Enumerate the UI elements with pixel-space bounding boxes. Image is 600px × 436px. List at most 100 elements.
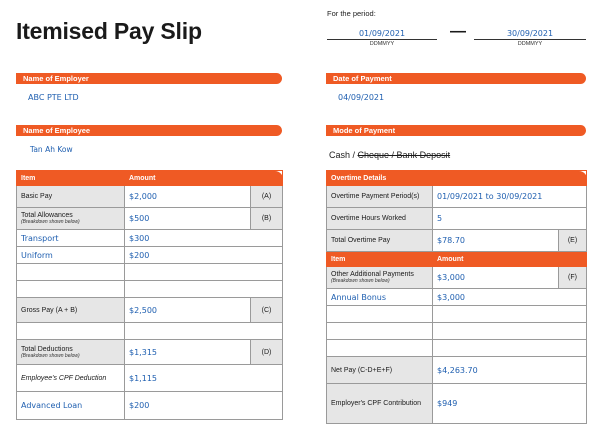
table-row: Overtime Hours Worked 5 — [326, 207, 588, 230]
right-header-amount: Amount — [431, 251, 588, 267]
left-header-item: Item — [16, 170, 125, 186]
table-row: Gross Pay (A + B) $2,500 (C) — [16, 297, 284, 323]
payment-mode-value: Cash / Cheque / Bank Deposit — [329, 150, 450, 160]
payment-mode-cash: Cash — [329, 150, 351, 160]
table-row — [16, 263, 284, 281]
table-row: Net Pay (C-D+E+F) $4,263.70 — [326, 356, 588, 384]
row-item: Net Pay (C-D+E+F) — [326, 356, 433, 384]
row-amount[interactable]: $200 — [123, 391, 284, 420]
row-code: (C) — [249, 297, 284, 323]
overtime-header: Overtime Details — [325, 170, 588, 186]
row-value[interactable]: 5 — [431, 207, 588, 230]
period-from-format: DDMMYY — [369, 41, 395, 47]
period-to[interactable]: 30/09/2021 — [506, 29, 554, 38]
table-row: Employer's CPF Contribution $949 — [326, 383, 588, 424]
table-row: Transport $300 — [16, 229, 284, 247]
row-item-sub: (Breakdown shown below) — [331, 278, 390, 284]
row-amount[interactable]: $3,000 — [431, 288, 588, 306]
table-row — [326, 322, 588, 340]
row-value[interactable]: $78.70 — [432, 229, 559, 252]
row-amount[interactable] — [431, 322, 588, 340]
right-header-item: Item — [326, 251, 433, 267]
employee-header: Name of Employee — [16, 125, 282, 136]
table-row: Advanced Loan $200 — [16, 391, 284, 420]
employer-value[interactable]: ABC PTE LTD — [28, 93, 79, 102]
table-row: Overtime Payment Period(s) 01/09/2021 to… — [326, 185, 588, 208]
period-to-line — [474, 39, 586, 40]
payment-mode-struck: Cheque / Bank Deposit — [357, 150, 451, 160]
payment-mode-header: Mode of Payment — [326, 125, 586, 136]
row-item-sub: (Breakdown shown below) — [21, 219, 80, 225]
table-row: Other Additional Payments (Breakdown show… — [326, 266, 588, 289]
table-row: Total Allowances (Breakdown shown below) … — [16, 207, 284, 230]
row-amount[interactable]: $3,000 — [432, 266, 559, 289]
table-row: Total Deductions (Breakdown shown below) … — [16, 339, 284, 365]
row-amount[interactable] — [431, 305, 588, 323]
row-amount[interactable] — [431, 339, 588, 357]
row-code: (B) — [249, 207, 284, 230]
row-item[interactable]: Uniform — [16, 246, 125, 264]
payment-date-value[interactable]: 04/09/2021 — [338, 93, 385, 102]
row-amount[interactable]: $1,115 — [123, 364, 284, 392]
row-amount[interactable] — [123, 263, 284, 281]
row-amount[interactable]: $300 — [123, 229, 284, 247]
left-pay-table: Item Amount Basic Pay $2,000 (A) Total A… — [16, 170, 284, 420]
row-code: (E) — [557, 229, 588, 252]
row-item-label: Other Additional Payments — [331, 271, 414, 278]
row-item: Overtime Hours Worked — [326, 207, 433, 230]
row-amount[interactable]: $949 — [431, 383, 588, 424]
row-item[interactable] — [326, 339, 433, 357]
period-from-line — [327, 39, 437, 40]
table-row: Basic Pay $2,000 (A) — [16, 185, 284, 208]
employer-header: Name of Employer — [16, 73, 282, 84]
table-row — [326, 305, 588, 323]
row-item[interactable]: Transport — [16, 229, 125, 247]
row-item: Employee's CPF Deduction — [16, 364, 125, 392]
row-item[interactable]: Annual Bonus — [326, 288, 433, 306]
table-row: Uniform $200 — [16, 246, 284, 264]
row-code: (D) — [249, 339, 284, 365]
row-code: (F) — [557, 266, 588, 289]
table-row: Total Overtime Pay $78.70 (E) — [326, 229, 588, 252]
employee-value[interactable]: Tan Ah Kow — [30, 145, 73, 154]
row-item-label: Total Deductions — [21, 345, 73, 353]
row-item-label: Total Allowances — [21, 212, 73, 219]
row-amount[interactable]: $1,315 — [124, 339, 251, 365]
row-code: (A) — [249, 185, 284, 208]
row-item[interactable] — [16, 280, 125, 298]
row-amount[interactable]: $4,263.70 — [431, 356, 588, 384]
period-from[interactable]: 01/09/2021 — [358, 29, 406, 38]
row-item: Other Additional Payments (Breakdown show… — [326, 266, 433, 289]
row-item-sub: (Breakdown shown below) — [21, 352, 80, 359]
row-item: Employer's CPF Contribution — [326, 383, 433, 424]
table-row: Employee's CPF Deduction $1,115 — [16, 364, 284, 392]
row-item: Total Allowances (Breakdown shown below) — [16, 207, 125, 230]
period-to-format: DDMMYY — [517, 41, 543, 47]
table-row — [326, 339, 588, 357]
row-item: Basic Pay — [16, 185, 125, 208]
left-header-amount: Amount — [123, 170, 284, 186]
row-item[interactable]: Advanced Loan — [16, 391, 125, 420]
row-item[interactable] — [326, 305, 433, 323]
right-pay-table: Overtime Details Overtime Payment Period… — [325, 170, 588, 424]
row-amount[interactable] — [123, 280, 284, 298]
row-amount[interactable]: $2,000 — [124, 185, 251, 208]
row-amount[interactable]: $2,500 — [124, 297, 251, 323]
row-amount[interactable]: $200 — [123, 246, 284, 264]
row-value[interactable]: 01/09/2021 to 30/09/2021 — [431, 185, 588, 208]
table-row — [16, 280, 284, 298]
page-title: Itemised Pay Slip — [16, 18, 202, 44]
period-label: For the period: — [327, 9, 376, 18]
row-item[interactable] — [326, 322, 433, 340]
row-item: Total Deductions (Breakdown shown below) — [16, 339, 125, 365]
row-item[interactable] — [16, 263, 125, 281]
payment-mode-separator: / — [350, 150, 358, 160]
payment-date-header: Date of Payment — [326, 73, 586, 84]
table-row: Annual Bonus $3,000 — [326, 288, 588, 306]
row-item[interactable] — [16, 322, 125, 340]
row-item: Total Overtime Pay — [326, 229, 433, 252]
row-item: Overtime Payment Period(s) — [326, 185, 433, 208]
row-amount[interactable]: $500 — [124, 207, 251, 230]
row-amount[interactable] — [123, 322, 284, 340]
row-item: Gross Pay (A + B) — [16, 297, 125, 323]
